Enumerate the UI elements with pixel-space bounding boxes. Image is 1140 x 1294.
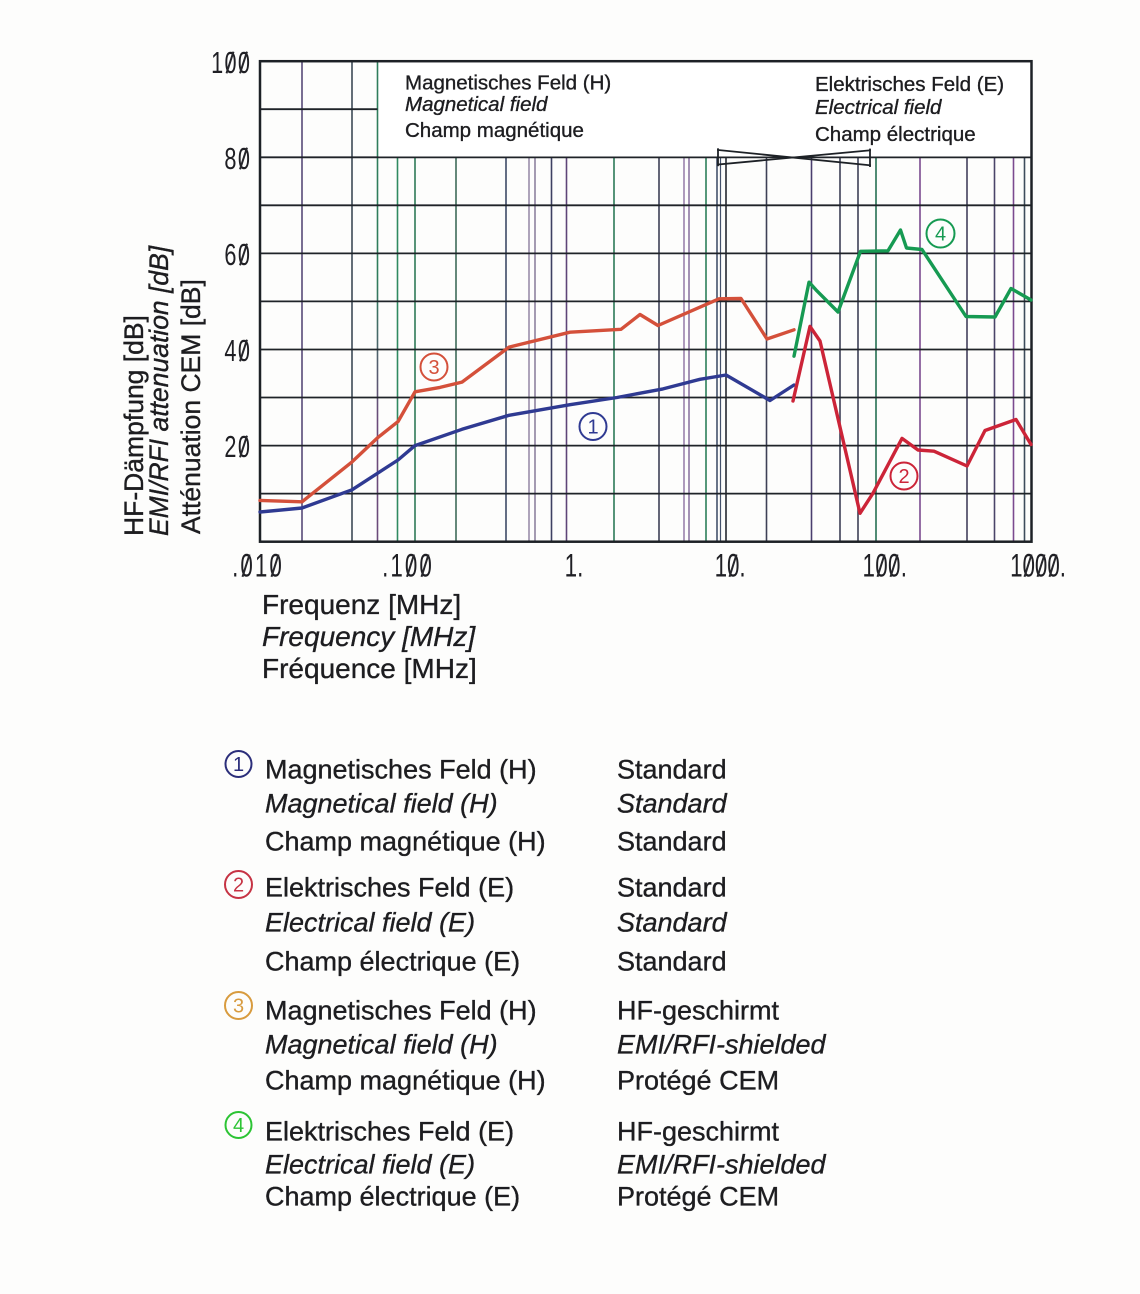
svg-text:.010: .010 [232,548,284,584]
svg-text:Champ magnétique (H): Champ magnétique (H) [265,1066,546,1096]
svg-text:EMI/RFI-shielded: EMI/RFI-shielded [617,1150,827,1180]
svg-text:Champ magnétique: Champ magnétique [405,119,584,142]
svg-text:HF-geschirmt: HF-geschirmt [617,996,780,1026]
svg-text:1000.: 1000. [1010,548,1066,584]
svg-text:Electrical field (E): Electrical field (E) [265,1150,475,1180]
svg-text:60: 60 [224,237,251,272]
svg-text:Electrical field (E): Electrical field (E) [265,908,475,938]
svg-text:40: 40 [224,333,251,368]
svg-text:Magnetical field (H): Magnetical field (H) [265,1030,498,1060]
svg-text:100: 100 [211,45,251,80]
svg-text:Protégé CEM: Protégé CEM [617,1066,779,1096]
svg-text:20: 20 [224,429,251,464]
svg-text:Champ magnétique (H): Champ magnétique (H) [265,827,546,857]
svg-text:Champ électrique (E): Champ électrique (E) [265,1182,520,1212]
svg-text:2: 2 [898,466,909,488]
svg-text:Fréquence [MHz]: Fréquence [MHz] [262,653,477,684]
svg-text:1.: 1. [565,548,584,584]
svg-text:Electrical field: Electrical field [815,96,942,119]
svg-text:100.: 100. [862,548,907,584]
svg-text:80: 80 [224,141,251,176]
svg-text:Standard: Standard [617,827,727,857]
svg-text:Frequenz [MHz]: Frequenz [MHz] [262,589,461,620]
svg-text:Champ électrique: Champ électrique [815,123,976,146]
svg-text:Standard: Standard [617,789,728,819]
svg-text:.100: .100 [382,548,434,584]
svg-text:Magnetical field (H): Magnetical field (H) [265,789,498,819]
svg-text:Magnetical field: Magnetical field [405,93,548,116]
svg-text:Standard: Standard [617,908,728,938]
svg-text:1: 1 [233,754,244,776]
svg-text:3: 3 [233,996,244,1018]
svg-text:Frequency [MHz]: Frequency [MHz] [262,621,476,652]
svg-text:Magnetisches Feld (H): Magnetisches Feld (H) [265,755,537,785]
svg-text:Protégé CEM: Protégé CEM [617,1182,779,1212]
svg-text:1: 1 [587,417,598,439]
svg-text:HF-Dämpfung [dB]: HF-Dämpfung [dB] [119,315,149,536]
svg-text:Elektrisches Feld (E): Elektrisches Feld (E) [815,73,1004,96]
svg-text:Magnetisches Feld (H): Magnetisches Feld (H) [405,72,611,95]
svg-text:Elektrisches Feld (E): Elektrisches Feld (E) [265,1117,514,1147]
svg-text:4: 4 [233,1115,244,1137]
svg-text:10.: 10. [715,548,746,584]
svg-text:4: 4 [935,224,946,246]
svg-text:EMI/RFI attenuation [dB]: EMI/RFI attenuation [dB] [144,245,174,536]
svg-text:2: 2 [233,875,244,897]
svg-text:EMI/RFI-shielded: EMI/RFI-shielded [617,1030,827,1060]
svg-text:3: 3 [428,357,439,379]
svg-text:Standard: Standard [617,947,727,977]
svg-text:Magnetisches Feld (H): Magnetisches Feld (H) [265,996,537,1026]
svg-text:Elektrisches Feld (E): Elektrisches Feld (E) [265,873,514,903]
svg-text:Atténuation CEM [dB]: Atténuation CEM [dB] [176,279,206,534]
svg-text:Standard: Standard [617,873,727,903]
svg-text:HF-geschirmt: HF-geschirmt [617,1117,780,1147]
svg-text:Standard: Standard [617,755,727,785]
svg-text:Champ électrique (E): Champ électrique (E) [265,947,520,977]
